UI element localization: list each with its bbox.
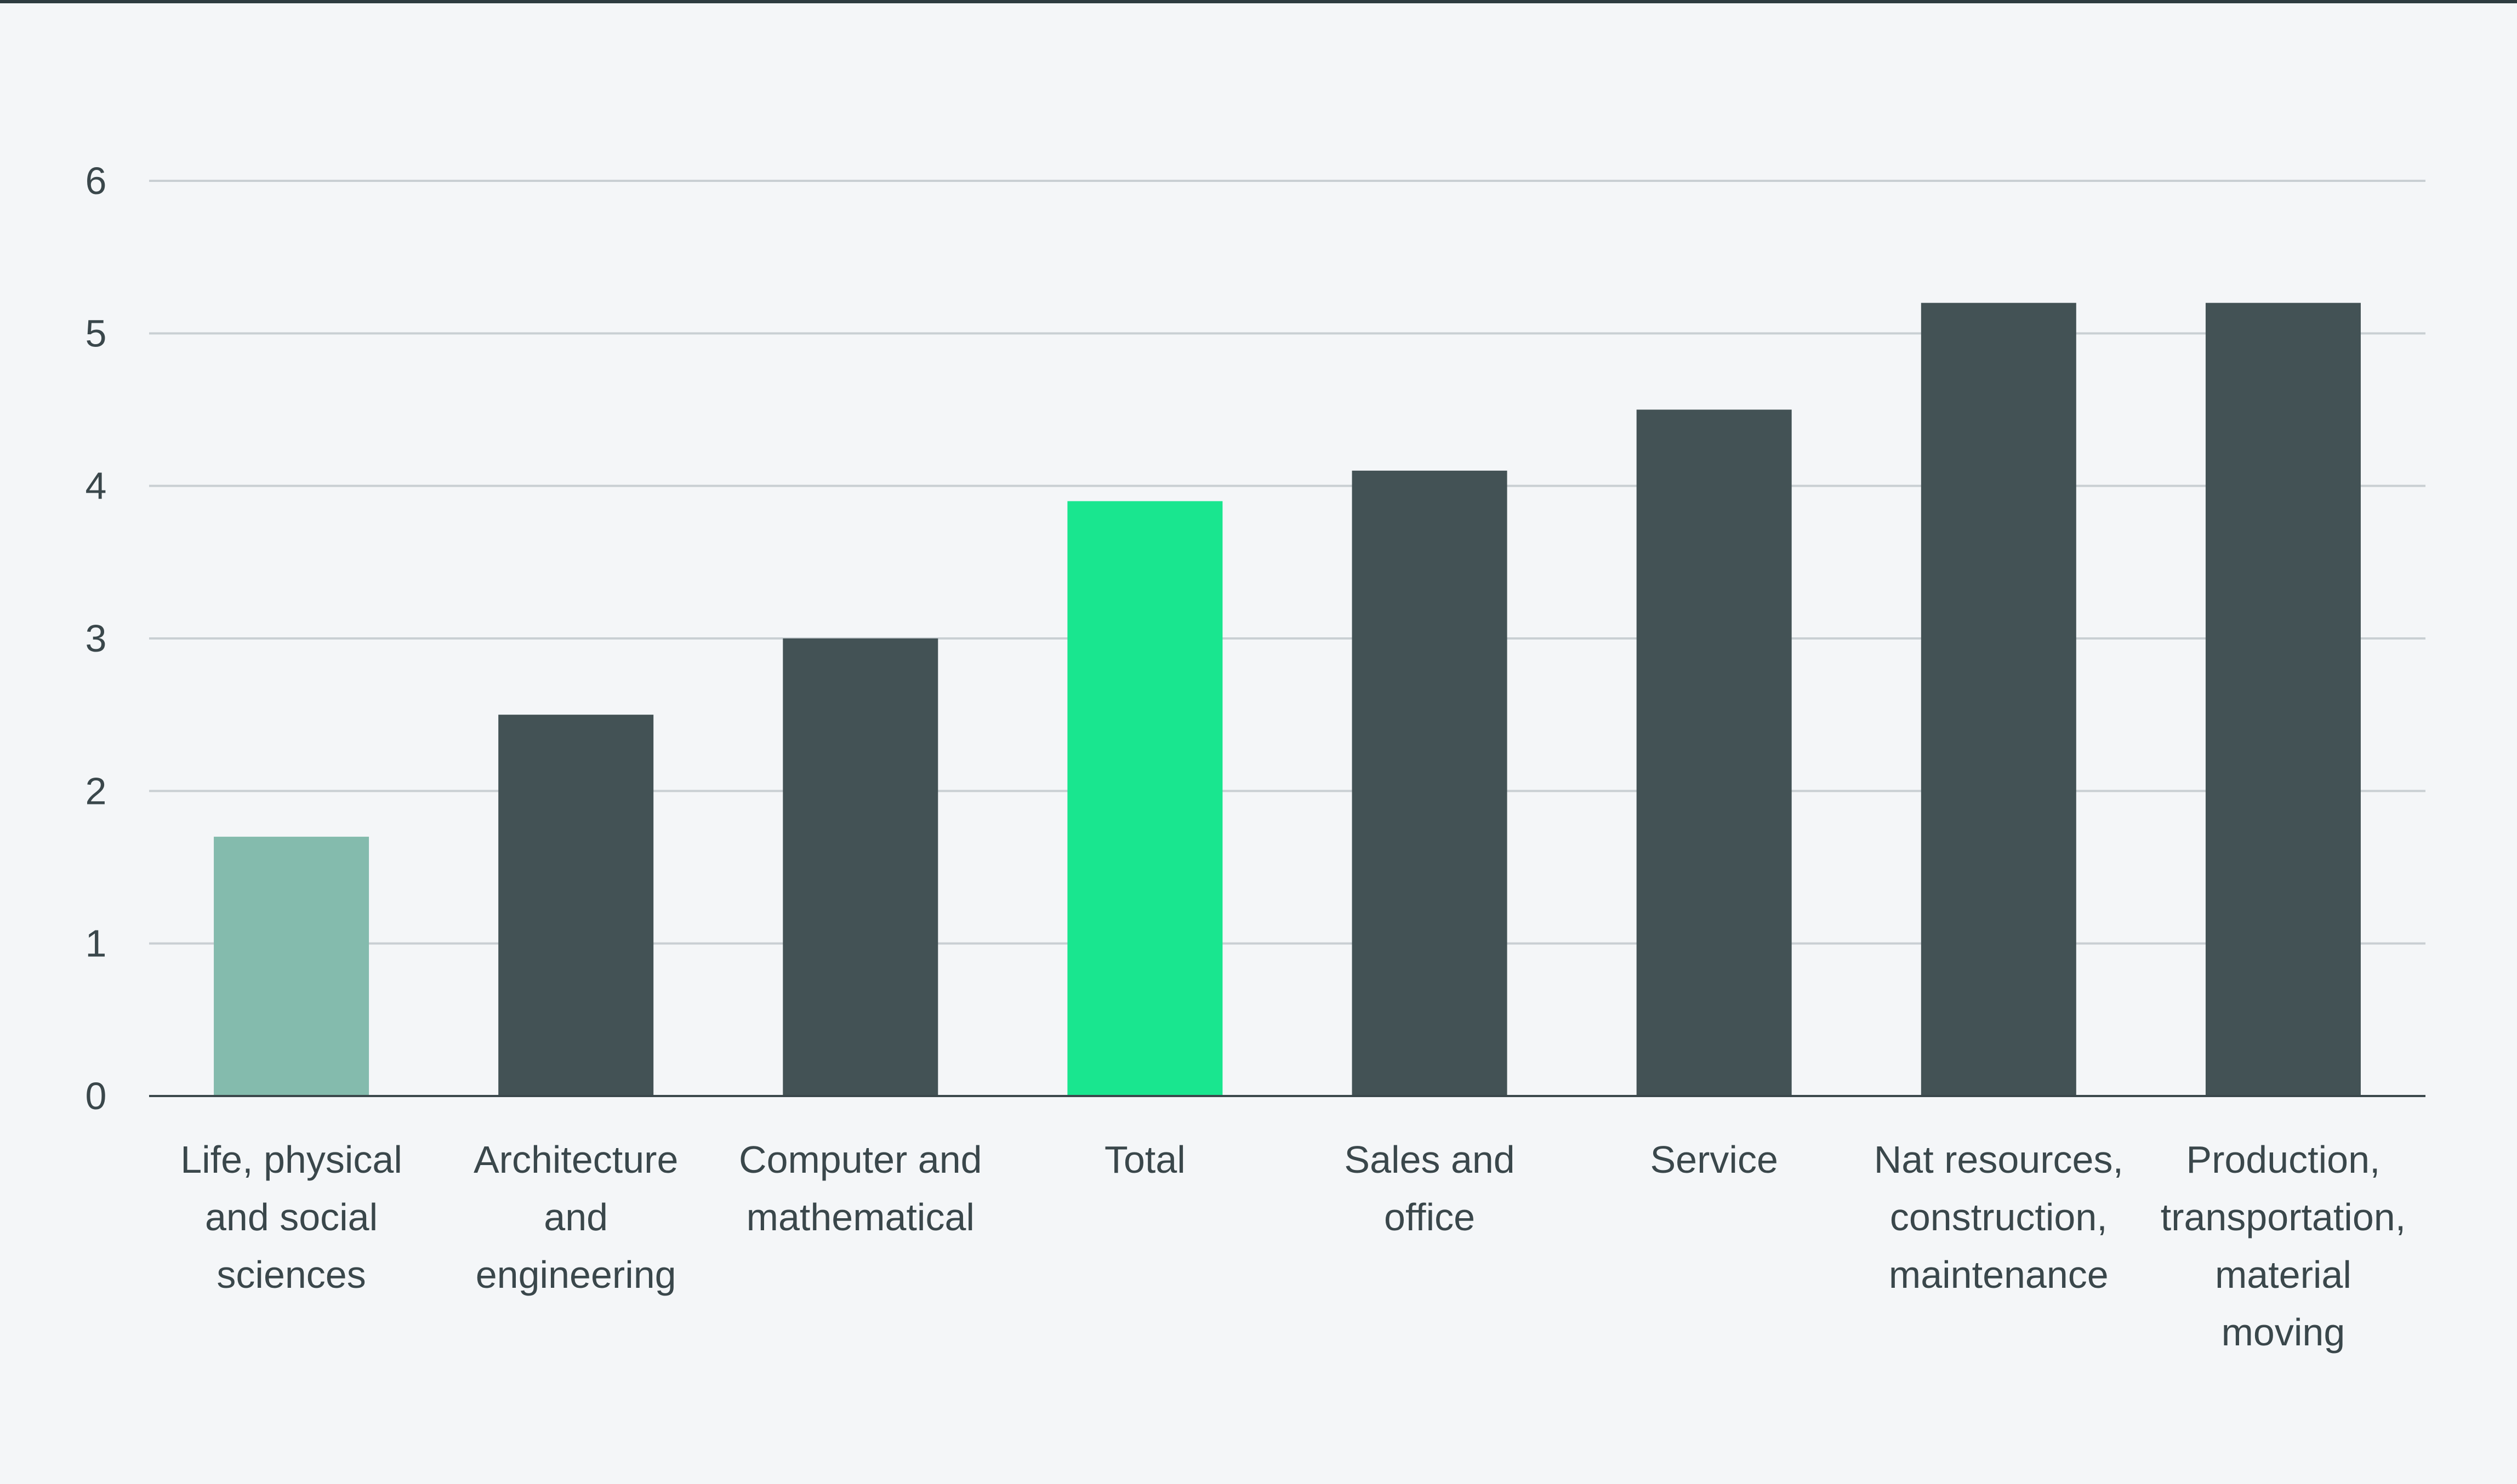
bar	[1921, 302, 2076, 1096]
x-tick-label-line: Life, physical	[180, 1138, 402, 1181]
top-rule	[0, 0, 2517, 3]
x-tick-label-line: Computer and	[739, 1138, 982, 1181]
x-axis-labels: Life, physical and social sciences Architec…	[180, 1138, 2406, 1354]
x-tick-label: Service	[1650, 1138, 1778, 1181]
x-tick-label-line: moving	[2222, 1311, 2345, 1354]
y-tick-label: 2	[86, 769, 107, 812]
x-tick-label: Production, transportation, material moving	[2161, 1138, 2406, 1354]
bars	[214, 302, 2361, 1097]
x-tick-label: Architecture and engineering	[474, 1138, 678, 1296]
x-tick-label-line: office	[1384, 1196, 1475, 1238]
x-tick-label-line: Total	[1104, 1138, 1186, 1181]
bar	[2205, 302, 2361, 1096]
x-tick-label-line: Architecture	[474, 1138, 678, 1181]
y-tick-label: 3	[86, 617, 107, 660]
y-tick-label: 1	[86, 922, 107, 965]
bar	[1636, 409, 1792, 1096]
bar	[498, 715, 654, 1096]
bar	[1067, 501, 1223, 1096]
x-tick-label: Life, physical and social sciences	[180, 1138, 402, 1296]
x-tick-label-line: Production,	[2186, 1138, 2380, 1181]
y-tick-label: 5	[86, 312, 107, 355]
y-tick-label: 4	[86, 465, 107, 507]
y-tick-label: 6	[86, 159, 107, 202]
x-tick-label-line: and	[544, 1196, 608, 1238]
x-tick-label: Nat resources, construction, maintenance	[1874, 1138, 2123, 1296]
x-tick-label-line: material	[2215, 1253, 2351, 1296]
x-tick-label: Sales and office	[1344, 1138, 1514, 1238]
x-tick-label-line: sciences	[217, 1253, 366, 1296]
x-tick-label: Total	[1104, 1138, 1186, 1181]
bar	[1352, 470, 1507, 1097]
x-tick-label-line: Nat resources,	[1874, 1138, 2123, 1181]
x-tick-label-line: Sales and	[1344, 1138, 1514, 1181]
x-tick-label-line: construction,	[1890, 1196, 2108, 1238]
x-tick-label-line: and social	[205, 1196, 378, 1238]
y-tick-label: 0	[86, 1075, 107, 1117]
x-tick-label: Computer and mathematical	[739, 1138, 982, 1238]
bar	[214, 836, 369, 1096]
y-axis-ticks: 0 1 2 3 4 5 6	[86, 159, 107, 1117]
x-tick-label-line: Service	[1650, 1138, 1778, 1181]
x-tick-label-line: transportation,	[2161, 1196, 2406, 1238]
bar	[783, 638, 938, 1096]
x-tick-label-line: engineering	[476, 1253, 676, 1296]
x-tick-label-line: mathematical	[747, 1196, 975, 1238]
gridlines	[149, 180, 2425, 945]
x-tick-label-line: maintenance	[1889, 1253, 2109, 1296]
